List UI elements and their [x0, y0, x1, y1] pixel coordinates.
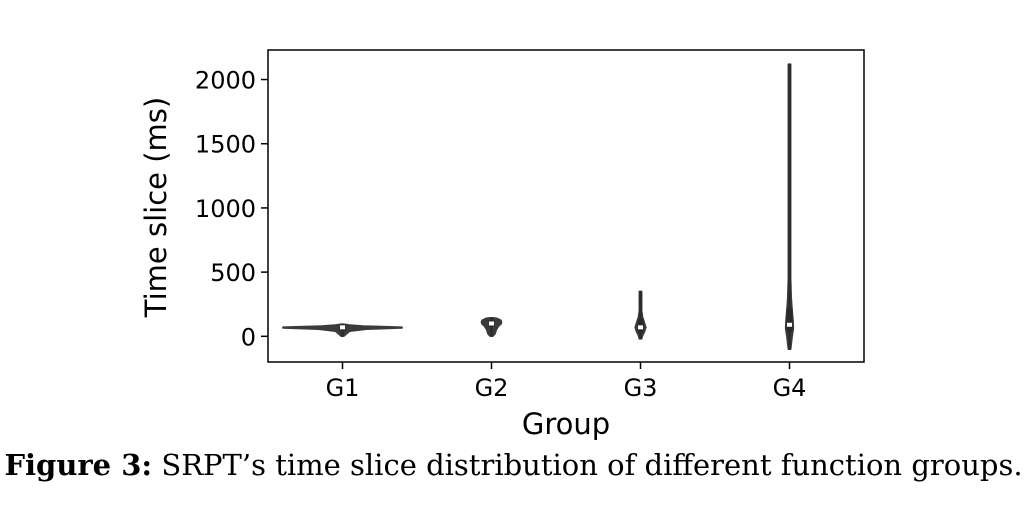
violin-median-G1	[340, 325, 345, 330]
figure-caption: Figure 3: SRPT’s time slice distribution…	[0, 448, 1027, 482]
caption-label: Figure 3:	[4, 448, 153, 482]
y-tick-label-4: 2000	[195, 67, 256, 95]
violin-G4	[784, 63, 795, 350]
y-tick-label-3: 1500	[195, 131, 256, 159]
y-tick-label-1: 500	[210, 259, 256, 287]
y-axis-label: Time slice (ms)	[139, 97, 173, 318]
x-axis: G1 G2 G3 G4	[326, 362, 807, 402]
violin-median-G2	[489, 321, 494, 326]
y-tick-label-2: 1000	[195, 195, 256, 223]
y-tick-label-0: 0	[241, 323, 256, 351]
violin-median-G3	[638, 325, 643, 330]
x-tick-label-1: G2	[475, 374, 509, 402]
violin-chart: 0 500 1000 1500 2000 G1 G2 G3 G4 Group Time sli…	[139, 49, 865, 441]
violin-G2	[480, 316, 503, 338]
x-tick-label-3: G4	[773, 374, 807, 402]
plot-frame	[267, 49, 865, 363]
violin-G3	[634, 290, 647, 340]
violins-layer	[282, 63, 795, 350]
violin-median-G4	[787, 322, 792, 327]
y-axis: 0 500 1000 1500 2000	[195, 67, 268, 351]
x-tick-label-0: G1	[326, 374, 360, 402]
violin-G1	[282, 323, 403, 338]
x-tick-label-2: G3	[624, 374, 658, 402]
caption-text: SRPT’s time slice distribution of differ…	[152, 448, 1023, 482]
violin-iqr-G4	[786, 308, 793, 332]
x-axis-label: Group	[522, 407, 610, 441]
